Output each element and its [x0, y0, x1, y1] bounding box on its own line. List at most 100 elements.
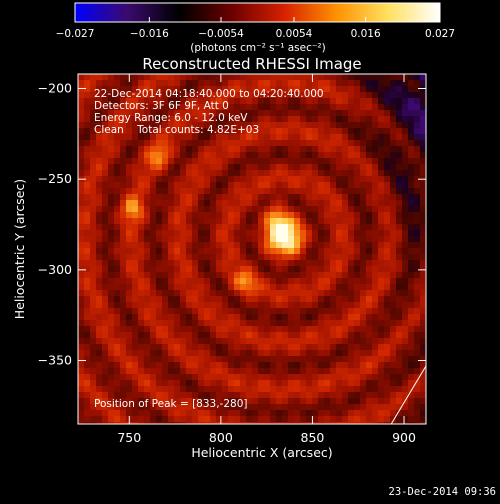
heatmap-cell — [186, 422, 192, 424]
heatmap-cell — [216, 320, 222, 326]
heatmap-cell — [84, 176, 90, 182]
heatmap-cell — [390, 194, 396, 200]
heatmap-cell — [144, 224, 150, 230]
heatmap-cell — [186, 80, 192, 86]
heatmap-cell — [90, 272, 96, 278]
heatmap-cell — [312, 350, 318, 356]
heatmap-cell — [114, 206, 120, 212]
heatmap-cell — [336, 272, 342, 278]
heatmap-cell — [198, 374, 204, 380]
heatmap-cell — [270, 140, 276, 146]
heatmap-cell — [216, 86, 222, 92]
heatmap-cell — [84, 290, 90, 296]
heatmap-cell — [252, 308, 258, 314]
heatmap-cell — [306, 194, 312, 200]
heatmap-cell — [408, 152, 414, 158]
heatmap-cell — [180, 278, 186, 284]
heatmap-cell — [246, 362, 252, 368]
heatmap-cell — [300, 254, 306, 260]
heatmap-cell — [234, 230, 240, 236]
heatmap-cell — [246, 398, 252, 404]
heatmap-cell — [180, 362, 186, 368]
heatmap-cell — [132, 410, 138, 416]
heatmap-cell — [420, 170, 426, 176]
heatmap-cell — [312, 278, 318, 284]
heatmap-cell — [144, 308, 150, 314]
heatmap-cell — [324, 164, 330, 170]
heatmap-cell — [402, 392, 408, 398]
heatmap-cell — [210, 374, 216, 380]
heatmap-cell — [246, 404, 252, 410]
heatmap-cell — [300, 188, 306, 194]
heatmap-cell — [324, 170, 330, 176]
heatmap-cell — [282, 224, 288, 230]
heatmap-cell — [246, 296, 252, 302]
heatmap-cell — [252, 170, 258, 176]
heatmap-cell — [228, 194, 234, 200]
heatmap-cell — [114, 230, 120, 236]
heatmap-cell — [108, 104, 114, 110]
heatmap-cell — [396, 98, 402, 104]
heatmap-cell — [120, 80, 126, 86]
heatmap-cell — [402, 182, 408, 188]
heatmap-cell — [336, 230, 342, 236]
heatmap-cell — [318, 110, 324, 116]
heatmap-cell — [84, 410, 90, 416]
heatmap-cell — [168, 404, 174, 410]
heatmap-cell — [288, 140, 294, 146]
heatmap-cell — [396, 248, 402, 254]
heatmap-cell — [216, 332, 222, 338]
heatmap-cell — [276, 248, 282, 254]
heatmap-cell — [222, 116, 228, 122]
heatmap-cell — [138, 338, 144, 344]
heatmap-cell — [360, 350, 366, 356]
heatmap-cell — [372, 218, 378, 224]
heatmap-cell — [192, 284, 198, 290]
heatmap-cell — [372, 206, 378, 212]
heatmap-cell — [78, 170, 84, 176]
heatmap-cell — [336, 140, 342, 146]
heatmap-cell — [84, 242, 90, 248]
heatmap-cell — [414, 170, 420, 176]
heatmap-cell — [264, 356, 270, 362]
heatmap-cell — [204, 236, 210, 242]
heatmap-cell — [354, 320, 360, 326]
heatmap-cell — [360, 200, 366, 206]
heatmap-cell — [234, 320, 240, 326]
heatmap-cell — [216, 344, 222, 350]
heatmap-cell — [240, 248, 246, 254]
heatmap-cell — [348, 122, 354, 128]
solar-limb-line — [390, 365, 426, 424]
heatmap-cell — [192, 140, 198, 146]
heatmap-cell — [390, 134, 396, 140]
heatmap-cell — [306, 248, 312, 254]
heatmap-cell — [216, 176, 222, 182]
heatmap-cell — [222, 98, 228, 104]
heatmap-cell — [396, 254, 402, 260]
heatmap-cell — [366, 326, 372, 332]
heatmap-cell — [384, 182, 390, 188]
heatmap-cell — [342, 128, 348, 134]
heatmap-cell — [378, 320, 384, 326]
heatmap-cell — [252, 188, 258, 194]
heatmap-cell — [408, 350, 414, 356]
heatmap-cell — [180, 164, 186, 170]
heatmap-cell — [192, 116, 198, 122]
heatmap-cell — [78, 164, 84, 170]
heatmap-cell — [420, 392, 426, 398]
heatmap-cell — [246, 176, 252, 182]
image-area — [78, 74, 426, 424]
heatmap-cell — [108, 206, 114, 212]
heatmap-cell — [360, 296, 366, 302]
heatmap-cell — [366, 182, 372, 188]
heatmap-cell — [396, 398, 402, 404]
heatmap-cell — [336, 128, 342, 134]
heatmap-cell — [306, 356, 312, 362]
heatmap-cell — [402, 260, 408, 266]
heatmap-cell — [144, 74, 150, 80]
heatmap-cell — [186, 302, 192, 308]
heatmap-cell — [306, 188, 312, 194]
heatmap-cell — [330, 122, 336, 128]
heatmap-cell — [246, 380, 252, 386]
heatmap-cell — [228, 350, 234, 356]
